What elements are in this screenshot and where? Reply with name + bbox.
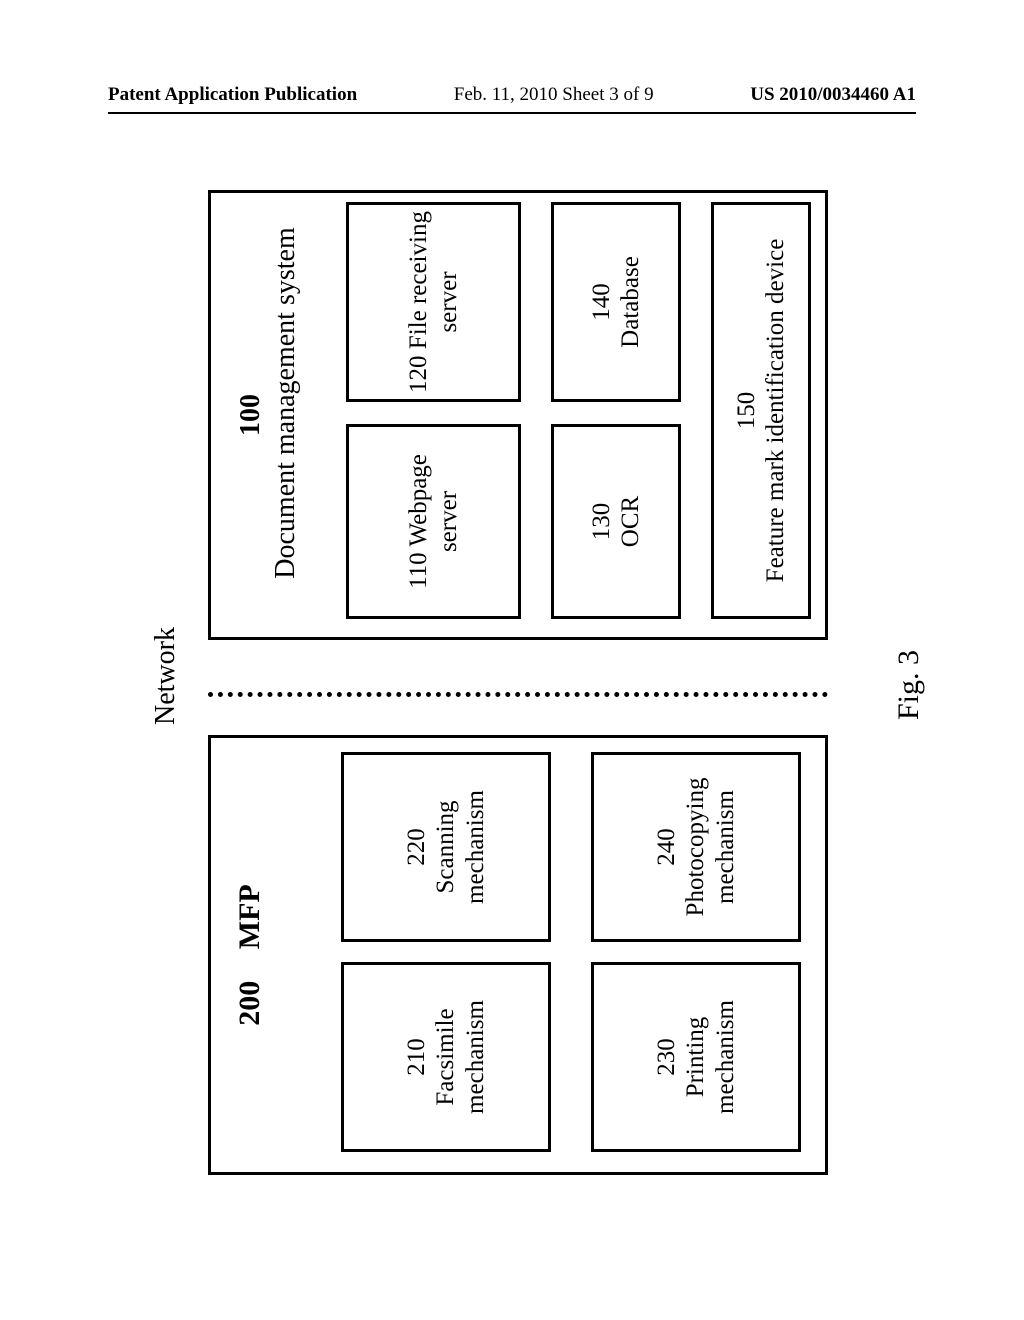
block-label: 110 Webpage server	[404, 433, 463, 610]
block-text: Webpage server	[405, 454, 462, 552]
block-label: Photocopying mechanism	[681, 761, 740, 933]
block-label: 120 File receiving server	[404, 211, 463, 393]
block-ref: 240	[652, 828, 682, 866]
block-210-facsimile: 210 Facsimile mechanism	[341, 962, 551, 1152]
block-ref: 210	[402, 1038, 432, 1076]
block-label: Printing mechanism	[681, 971, 740, 1143]
figure-3: Network 200 MFP 210 Facsimile mechanism …	[90, 175, 934, 1195]
block-110-webpage-server: 110 Webpage server	[346, 424, 521, 619]
block-ref: 230	[652, 1038, 682, 1076]
block-ref: 150	[732, 392, 762, 430]
header-rule	[108, 112, 916, 114]
mfp-ref: 200	[233, 981, 266, 1026]
mfp-box: 200 MFP 210 Facsimile mechanism 220 Scan…	[208, 735, 828, 1175]
block-label: Feature mark identification device	[761, 239, 791, 583]
block-label: OCR	[616, 496, 646, 547]
network-label: Network	[150, 627, 182, 725]
dms-ref: 100	[235, 394, 266, 436]
block-label: Facsimile mechanism	[431, 971, 490, 1143]
figure-wrap: Network 200 MFP 210 Facsimile mechanism …	[90, 175, 934, 1195]
mfp-name: MFP	[233, 884, 266, 949]
figure-caption: Fig. 3	[892, 175, 926, 1195]
block-150-feature-mark: 150 Feature mark identification device	[711, 202, 811, 619]
patent-page: Patent Application Publication Feb. 11, …	[0, 0, 1024, 1320]
block-230-printing: 230 Printing mechanism	[591, 962, 801, 1152]
header-publication: Patent Application Publication	[108, 84, 357, 106]
block-130-ocr: 130 OCR	[551, 424, 681, 619]
block-text: File receiving server	[405, 211, 462, 349]
block-label: Database	[616, 256, 646, 348]
block-220-scanning: 220 Scanning mechanism	[341, 752, 551, 942]
block-120-file-receiving-server: 120 File receiving server	[346, 202, 521, 402]
mfp-title: 200 MFP	[233, 738, 267, 1172]
block-ref: 110	[405, 552, 432, 589]
dms-name: Document management system	[268, 193, 303, 613]
block-ref: 130	[587, 503, 617, 541]
block-ref: 220	[402, 828, 432, 866]
dms-box: 100 Document management system 110 Webpa…	[208, 190, 828, 640]
block-label: Scanning mechanism	[431, 761, 490, 933]
header-pubnumber: US 2010/0034460 A1	[750, 84, 916, 106]
block-140-database: 140 Database	[551, 202, 681, 402]
block-ref: 120	[405, 355, 432, 393]
dms-title: 100 Document management system	[233, 193, 303, 637]
network-divider	[208, 692, 828, 697]
page-header: Patent Application Publication Feb. 11, …	[108, 84, 916, 106]
header-date-sheet: Feb. 11, 2010 Sheet 3 of 9	[454, 84, 654, 106]
block-ref: 140	[587, 283, 617, 321]
block-240-photocopying: 240 Photocopying mechanism	[591, 752, 801, 942]
